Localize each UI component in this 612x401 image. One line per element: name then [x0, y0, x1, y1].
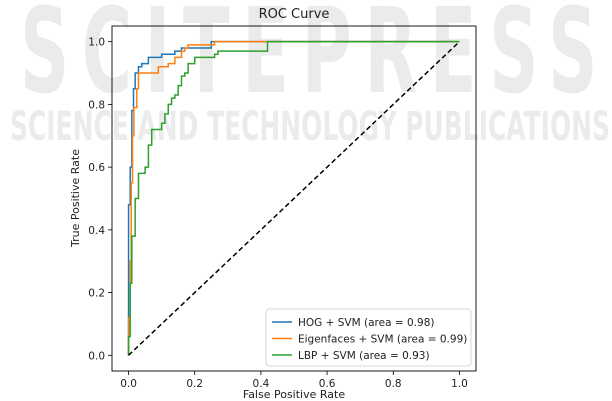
- watermark-bottom-text: SCIENCE AND TECHNOLOGY PUBLICATIONS: [10, 104, 610, 150]
- legend-entry: Eigenfaces + SVM (area = 0.99): [298, 334, 467, 346]
- legend-entry: LBP + SVM (area = 0.93): [298, 350, 430, 362]
- x-tick-label: 0.4: [253, 378, 270, 390]
- watermark-top-text: SCITEPRESS: [20, 0, 610, 120]
- y-axis-label: True Positive Rate: [69, 149, 82, 248]
- y-tick-label: 1.0: [88, 37, 105, 49]
- y-tick-label: 0.4: [88, 225, 105, 237]
- legend-box: [265, 308, 472, 367]
- chart-title: ROC Curve: [259, 7, 330, 22]
- series-layer: [127, 40, 460, 356]
- y-tick-label: 0.0: [88, 350, 105, 362]
- x-axis-label: False Positive Rate: [243, 388, 345, 401]
- x-tick-label: 1.0: [451, 378, 468, 390]
- x-tick-label: 0.0: [120, 378, 137, 390]
- y-tick-label: 0.2: [88, 288, 105, 300]
- watermark: SCITEPRESS SCIENCE AND TECHNOLOGY PUBLIC…: [10, 0, 610, 150]
- roc-series-line-2: [127, 40, 460, 356]
- plot-area: [111, 25, 477, 372]
- x-tick-label: 0.2: [186, 378, 203, 390]
- y-tick-label: 0.8: [88, 99, 105, 111]
- chance-diagonal-line: [128, 41, 460, 356]
- roc-series-line-1: [127, 40, 460, 356]
- legend: HOG + SVM (area = 0.98) Eigenfaces + SVM …: [265, 308, 472, 367]
- legend-entry: HOG + SVM (area = 0.98): [298, 317, 434, 329]
- x-tick-label: 0.8: [385, 378, 402, 390]
- x-tick-label: 0.6: [319, 378, 336, 390]
- y-tick-label: 0.6: [88, 162, 105, 174]
- axis-ticks: 0.0 0.2 0.4 0.6 0.8 1.0 0.0 0.2 0.4 0.6 0.8 1.0: [88, 37, 468, 390]
